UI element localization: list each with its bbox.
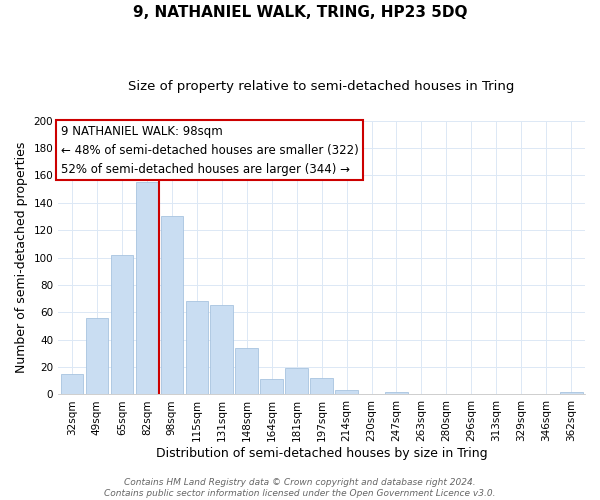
Bar	[61, 374, 83, 394]
Bar	[161, 216, 183, 394]
Title: Size of property relative to semi-detached houses in Tring: Size of property relative to semi-detach…	[128, 80, 515, 93]
Bar	[385, 392, 408, 394]
Bar	[235, 348, 258, 395]
Bar	[286, 368, 308, 394]
X-axis label: Distribution of semi-detached houses by size in Tring: Distribution of semi-detached houses by …	[156, 447, 487, 460]
Bar	[136, 182, 158, 394]
Bar	[560, 392, 583, 394]
Bar	[110, 255, 133, 394]
Bar	[310, 378, 333, 394]
Bar	[211, 306, 233, 394]
Text: 9, NATHANIEL WALK, TRING, HP23 5DQ: 9, NATHANIEL WALK, TRING, HP23 5DQ	[133, 5, 467, 20]
Text: 9 NATHANIEL WALK: 98sqm
← 48% of semi-detached houses are smaller (322)
52% of s: 9 NATHANIEL WALK: 98sqm ← 48% of semi-de…	[61, 124, 359, 176]
Bar	[86, 318, 108, 394]
Bar	[185, 302, 208, 394]
Bar	[260, 380, 283, 394]
Y-axis label: Number of semi-detached properties: Number of semi-detached properties	[15, 142, 28, 373]
Text: Contains HM Land Registry data © Crown copyright and database right 2024.
Contai: Contains HM Land Registry data © Crown c…	[104, 478, 496, 498]
Bar	[335, 390, 358, 394]
